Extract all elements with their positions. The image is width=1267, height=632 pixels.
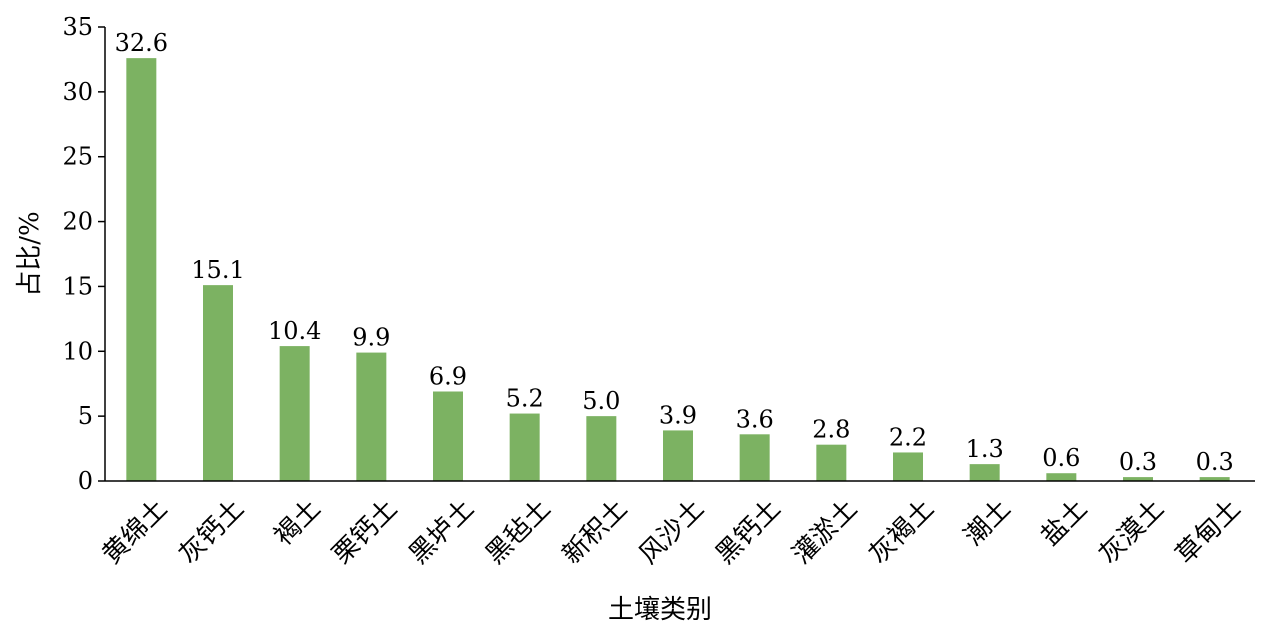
category-label: 灰褐土 <box>864 494 940 570</box>
y-tick-label: 5 <box>78 402 93 430</box>
category-label: 灰漠土 <box>1094 494 1170 570</box>
data-label: 10.4 <box>268 317 321 345</box>
category-label: 潮土 <box>959 494 1017 552</box>
data-label: 2.8 <box>812 416 850 444</box>
category-label: 灰钙土 <box>174 494 250 570</box>
category-label: 灌淤土 <box>787 494 863 570</box>
y-tick-label: 35 <box>62 13 93 41</box>
category-label: 黑钙土 <box>710 494 786 570</box>
bar <box>1199 477 1230 481</box>
bar <box>816 444 847 481</box>
data-label: 3.9 <box>659 401 697 429</box>
category-label: 栗钙土 <box>327 494 403 570</box>
bar <box>279 346 310 481</box>
data-label: 9.9 <box>352 324 390 352</box>
bar <box>969 464 1000 481</box>
category-label: 黑垆土 <box>404 494 480 570</box>
bar <box>126 58 157 481</box>
y-axis-ticks: 0 5 10 15 20 25 30 35 <box>62 13 105 495</box>
data-label: 1.3 <box>966 435 1004 463</box>
bar <box>433 391 463 481</box>
y-tick-label: 0 <box>78 467 93 495</box>
category-label: 风沙土 <box>634 494 710 570</box>
category-label: 盐土 <box>1035 494 1093 552</box>
data-label: 32.6 <box>115 29 168 57</box>
category-label: 黄绵土 <box>97 494 173 570</box>
category-label: 褐土 <box>269 494 327 552</box>
y-tick-label: 15 <box>62 272 93 300</box>
data-label: 2.2 <box>889 423 927 451</box>
y-tick-label: 10 <box>62 337 93 365</box>
bar <box>663 430 693 481</box>
bar <box>893 452 923 481</box>
bar <box>586 416 617 481</box>
category-label: 草甸土 <box>1170 494 1246 570</box>
category-label: 新积土 <box>557 494 633 570</box>
data-label: 0.3 <box>1196 448 1234 476</box>
data-label: 3.6 <box>736 405 774 433</box>
data-label: 0.6 <box>1042 444 1080 472</box>
data-label: 0.3 <box>1119 448 1157 476</box>
bar <box>1123 477 1153 481</box>
y-tick-label: 20 <box>62 208 93 236</box>
data-label: 15.1 <box>191 256 244 284</box>
bar <box>509 413 540 481</box>
category-labels: 黄绵土 灰钙土 褐土 栗钙土 黑垆土 黑毡土 新积土 风沙土 黑钙土 灌淤土 灰褐土 潮土 盐土 灰漠土草… <box>97 494 1247 570</box>
y-tick-label: 30 <box>62 78 93 106</box>
category-label: 黑毡土 <box>480 494 556 570</box>
x-axis-title: 土壤类别 <box>608 595 712 625</box>
bar <box>739 434 770 481</box>
bar <box>203 285 233 481</box>
bars <box>126 58 1230 481</box>
y-tick-label: 25 <box>62 143 93 171</box>
bar <box>356 352 387 481</box>
data-label: 5.0 <box>582 387 620 415</box>
bar <box>1046 473 1077 481</box>
data-label: 5.2 <box>506 385 544 413</box>
y-axis-title: 占比/% <box>15 211 45 296</box>
data-label: 6.9 <box>429 362 467 390</box>
data-labels: 32.6 15.1 10.4 9.9 6.9 5.2 5.0 3.9 3.6 2.8 2.2 1.3 0… <box>115 29 1234 476</box>
